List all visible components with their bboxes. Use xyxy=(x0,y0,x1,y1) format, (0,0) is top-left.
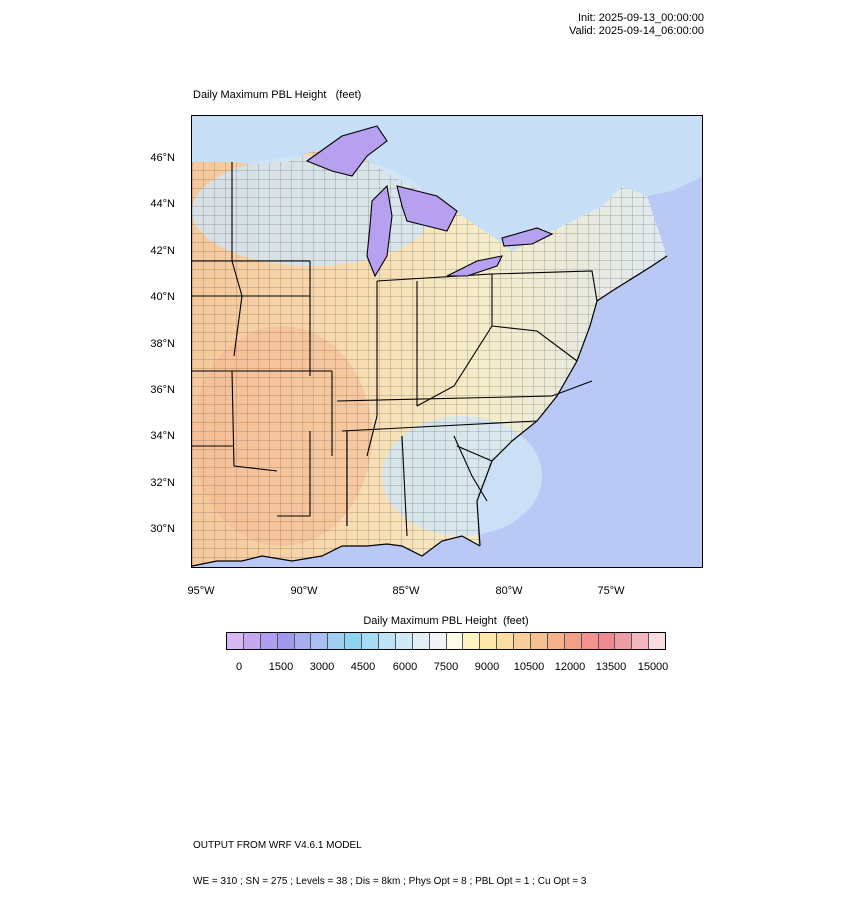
colorbar-label: 1500 xyxy=(268,661,294,673)
map-frame xyxy=(191,115,703,568)
colorbar-cell xyxy=(480,633,498,649)
lat-label-42: 42°N xyxy=(150,245,175,257)
model-info: OUTPUT FROM WRF V4.6.1 MODEL WE = 310 ; … xyxy=(193,816,586,900)
colorbar-label: 15000 xyxy=(637,661,669,673)
lat-label-32: 32°N xyxy=(150,477,175,489)
colorbar-cell xyxy=(446,633,464,649)
colorbar-label: 7500 xyxy=(433,661,459,673)
colorbar-label: 13500 xyxy=(595,661,627,673)
colorbar xyxy=(226,632,666,650)
colorbar-cell xyxy=(277,633,295,649)
init-time: Init: 2025-09-13_00:00:00 xyxy=(578,12,704,24)
colorbar-cell xyxy=(615,633,633,649)
colorbar-label: 4500 xyxy=(350,661,376,673)
colorbar-label: 3000 xyxy=(309,661,335,673)
colorbar-label: 9000 xyxy=(474,661,500,673)
lake-huron xyxy=(396,185,458,232)
lake-ontario xyxy=(501,227,554,247)
state-borders xyxy=(192,162,598,537)
lat-label-46: 46°N xyxy=(150,152,175,164)
colorbar-cell xyxy=(311,633,329,649)
colorbar-cell xyxy=(429,633,447,649)
model-version: OUTPUT FROM WRF V4.6.1 MODEL xyxy=(193,840,362,851)
lon-label-90: 90°W xyxy=(290,585,318,597)
canada-area xyxy=(192,116,702,251)
colorbar-cell xyxy=(379,633,396,649)
gulf-coast xyxy=(192,535,481,567)
model-params: WE = 310 ; SN = 275 ; Levels = 38 ; Dis … xyxy=(193,876,587,887)
colorbar-cell xyxy=(328,633,346,649)
lat-label-40: 40°N xyxy=(150,291,175,303)
colorbar-cell xyxy=(227,633,244,649)
lake-michigan xyxy=(366,184,393,278)
lon-label-85: 85°W xyxy=(392,585,420,597)
colorbar-label: 6000 xyxy=(392,661,418,673)
lon-label-75: 75°W xyxy=(597,585,625,597)
colorbar-cell xyxy=(649,633,666,649)
lat-label-38: 38°N xyxy=(150,338,175,350)
colorbar-cell xyxy=(514,633,532,649)
colorbar-cell xyxy=(395,633,413,649)
lake-erie xyxy=(446,255,503,277)
colorbar-cell xyxy=(362,633,380,649)
colorbar-cell xyxy=(581,633,599,649)
colorbar-cell xyxy=(632,633,650,649)
lon-label-95: 95°W xyxy=(187,585,215,597)
valid-time: Valid: 2025-09-14_06:00:00 xyxy=(569,25,704,37)
lat-label-44: 44°N xyxy=(150,198,175,210)
colorbar-cell xyxy=(531,633,548,649)
great-lakes xyxy=(305,125,554,278)
colorbar-cell xyxy=(243,633,261,649)
colorbar-title: Daily Maximum PBL Height (feet) xyxy=(363,615,529,627)
colorbar-cell xyxy=(412,633,430,649)
colorbar-cell xyxy=(260,633,278,649)
map-canvas xyxy=(192,116,702,567)
init-valid-times: Init: 2025-09-13_00:00:00 Valid: 2025-09… xyxy=(569,12,704,38)
map-title: Daily Maximum PBL Height (feet) xyxy=(193,89,362,101)
colorbar-label: 10500 xyxy=(513,661,545,673)
lat-label-36: 36°N xyxy=(150,384,175,396)
colorbar-cell xyxy=(497,633,515,649)
lake-superior xyxy=(305,125,388,177)
colorbar-cell xyxy=(463,633,481,649)
colorbar-label: 12000 xyxy=(554,661,586,673)
colorbar-cell xyxy=(294,633,312,649)
atlantic-coast xyxy=(476,255,668,547)
colorbar-cell xyxy=(564,633,582,649)
lon-label-80: 80°W xyxy=(495,585,523,597)
colorbar-cell xyxy=(598,633,616,649)
lat-label-34: 34°N xyxy=(150,430,175,442)
colorbar-label: 0 xyxy=(235,661,243,673)
colorbar-cell xyxy=(345,633,363,649)
colorbar-cell xyxy=(547,633,565,649)
lat-label-30: 30°N xyxy=(150,523,175,535)
